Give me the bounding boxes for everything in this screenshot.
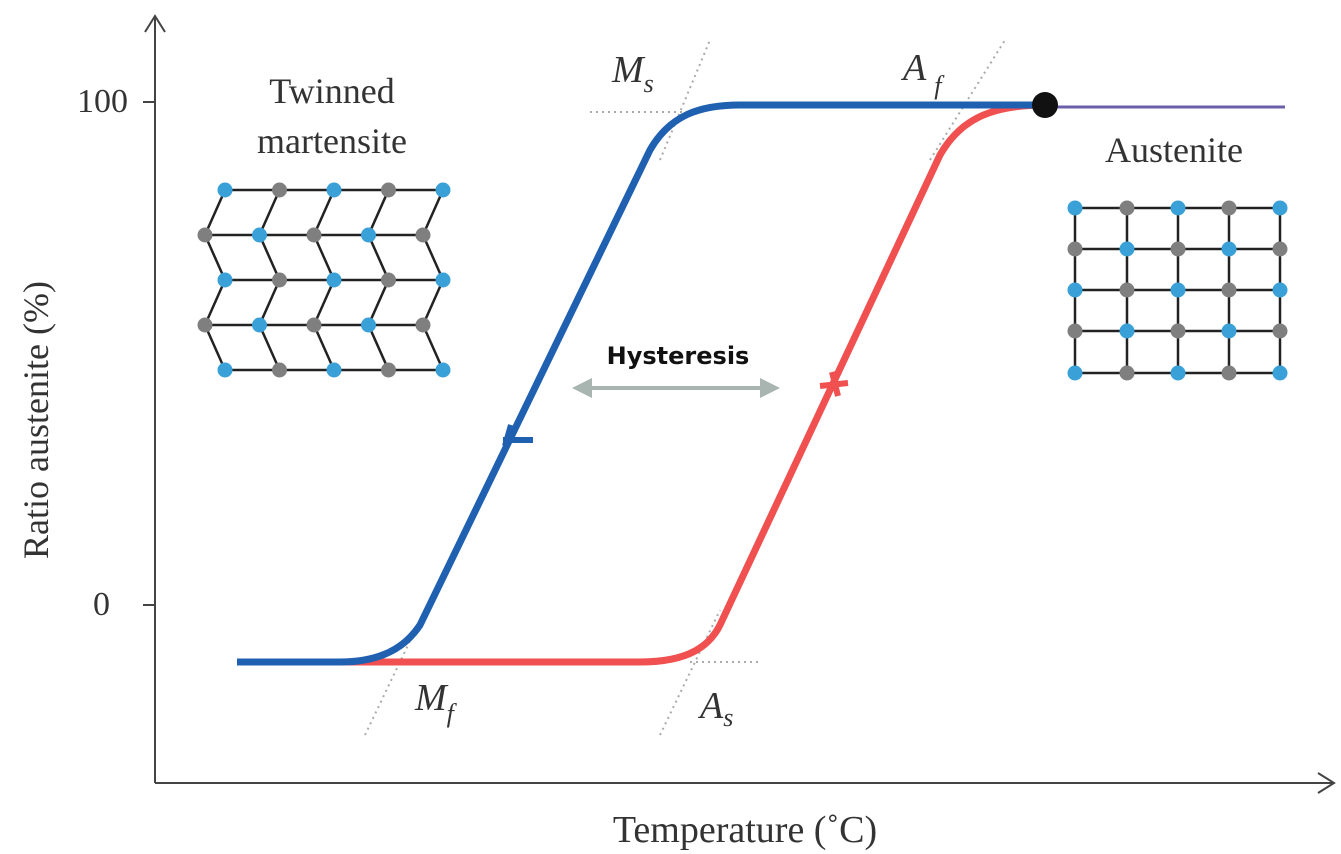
atom xyxy=(272,363,287,378)
atom xyxy=(1171,366,1186,381)
atom xyxy=(1068,324,1083,339)
atom xyxy=(218,183,233,198)
atom xyxy=(1222,324,1237,339)
atom xyxy=(416,228,431,243)
atom xyxy=(1068,201,1083,216)
atom xyxy=(1171,201,1186,216)
subscript: f xyxy=(934,71,945,100)
atom xyxy=(1273,201,1288,216)
atom xyxy=(218,273,233,288)
x-axis-label: Temperature (˚C) xyxy=(613,809,877,851)
diagram: 100 0 Ratio austenite (%) Temperature (˚… xyxy=(0,0,1341,854)
atom xyxy=(436,273,451,288)
atom xyxy=(1120,366,1135,381)
subscript: s xyxy=(644,69,654,98)
letter: A xyxy=(697,685,724,727)
atom xyxy=(1120,324,1135,339)
letter: M xyxy=(611,49,646,91)
atom xyxy=(1222,201,1237,216)
atom xyxy=(198,228,213,243)
atom xyxy=(327,273,342,288)
atom xyxy=(1068,366,1083,381)
heating-arrow xyxy=(820,372,848,396)
atom xyxy=(381,183,396,198)
atom xyxy=(436,363,451,378)
atom xyxy=(416,318,431,333)
subscript: f xyxy=(447,699,458,728)
atom xyxy=(381,273,396,288)
atom xyxy=(1068,242,1083,257)
atom xyxy=(1273,366,1288,381)
y-axis-label: Ratio austenite (%) xyxy=(16,281,56,559)
y-tick-label: 0 xyxy=(93,586,110,623)
ms-label: Ms xyxy=(611,49,654,98)
atom xyxy=(1273,283,1288,298)
atom xyxy=(1120,283,1135,298)
atom xyxy=(252,318,267,333)
mf-label: Mf xyxy=(414,677,458,728)
atom xyxy=(1120,201,1135,216)
atom xyxy=(327,183,342,198)
phase-label: martensite xyxy=(257,121,407,161)
hysteresis-label: Hysteresis xyxy=(607,342,750,370)
atom xyxy=(1068,283,1083,298)
atom xyxy=(307,228,322,243)
atom xyxy=(307,318,322,333)
atom xyxy=(252,228,267,243)
atom xyxy=(272,183,287,198)
atom xyxy=(381,363,396,378)
atom xyxy=(272,273,287,288)
phase-label: Austenite xyxy=(1105,130,1243,170)
letter: A xyxy=(900,47,927,89)
atom xyxy=(218,363,233,378)
atom xyxy=(436,183,451,198)
letter: M xyxy=(414,677,449,719)
phase-label: Twinned xyxy=(269,71,394,111)
atom xyxy=(1222,366,1237,381)
atom xyxy=(198,318,213,333)
atom xyxy=(1171,324,1186,339)
atom xyxy=(1222,242,1237,257)
atom xyxy=(1120,242,1135,257)
atom xyxy=(327,363,342,378)
subscript: s xyxy=(723,703,733,732)
atom xyxy=(361,228,376,243)
end-point xyxy=(1032,92,1058,118)
atom xyxy=(1273,324,1288,339)
atom xyxy=(1273,242,1288,257)
atom xyxy=(361,318,376,333)
y-tick-label: 100 xyxy=(77,83,128,120)
as-label: As xyxy=(697,685,733,732)
atom xyxy=(1171,242,1186,257)
atom xyxy=(1222,283,1237,298)
atom xyxy=(1171,283,1186,298)
